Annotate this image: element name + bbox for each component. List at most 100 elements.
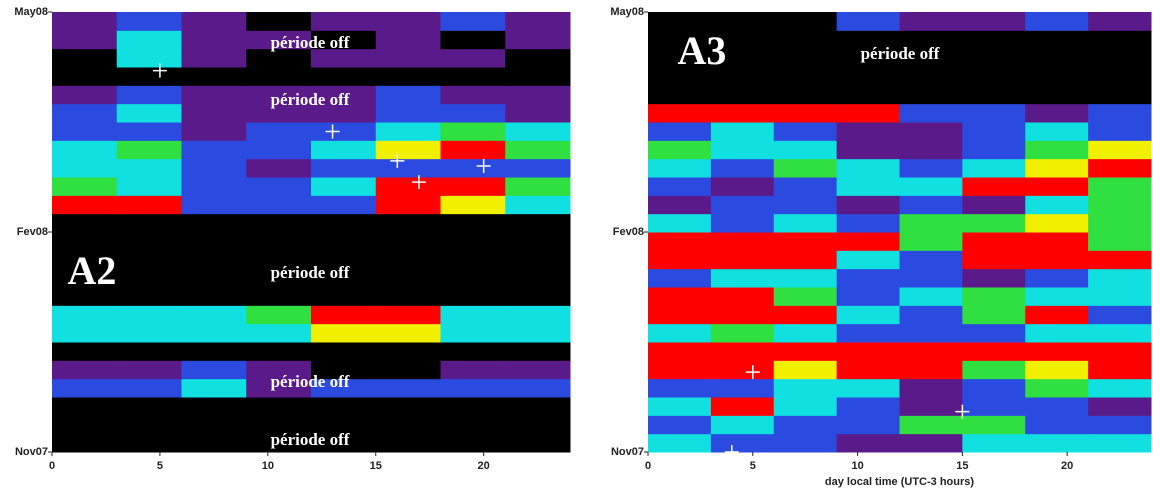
annotation: période off (271, 430, 350, 449)
heatmap-cell (836, 122, 900, 141)
heatmap-cell (116, 250, 182, 270)
heatmap-cell (710, 378, 775, 398)
heatmap-cell (710, 30, 775, 50)
heatmap-cell (52, 378, 118, 398)
heatmap-cell (899, 268, 963, 288)
heatmap-cell (773, 213, 838, 233)
heatmap-cell (1025, 30, 1089, 50)
heatmap-cell (440, 140, 506, 160)
heatmap-cell (773, 232, 838, 251)
heatmap-cell (181, 250, 247, 270)
heatmap-cell (375, 232, 441, 251)
heatmap-cell (375, 378, 441, 398)
x-tick-label: 15 (370, 460, 382, 472)
heatmap-cell (440, 305, 506, 325)
heatmap-cell (246, 48, 312, 68)
heatmap-cell (1025, 122, 1089, 141)
heatmap-cell (1088, 232, 1152, 251)
heatmap-cell (505, 268, 571, 288)
heatmap-cell (773, 122, 838, 141)
heatmap-cell (648, 323, 712, 343)
heatmap-cell (505, 323, 571, 343)
heatmap-cell (505, 305, 571, 325)
heatmap-cell (710, 287, 775, 306)
heatmap-cell (773, 140, 838, 160)
x-tick-label: 5 (157, 460, 163, 472)
heatmap-cell (962, 177, 1026, 196)
heatmap-cell (505, 397, 571, 416)
heatmap-cell (962, 195, 1026, 215)
heatmap-cell (962, 85, 1026, 105)
heatmap-cell (181, 67, 247, 86)
heatmap-cell (773, 177, 838, 196)
heatmap-cell (181, 122, 247, 141)
heatmap-cell (899, 103, 963, 123)
annotation: période off (271, 90, 350, 109)
heatmap-cell (1088, 213, 1152, 233)
cross-marker (390, 153, 405, 168)
heatmap-cell (440, 103, 506, 123)
heatmap-cell (181, 415, 247, 435)
heatmap-cell (52, 177, 118, 196)
heatmap-cell (181, 195, 247, 215)
heatmap-cell (836, 305, 900, 325)
heatmap-cell (52, 103, 118, 123)
heatmap-cell (505, 250, 571, 270)
cross-marker (724, 445, 739, 459)
heatmap-cell (246, 378, 312, 398)
heatmap-cell (1088, 378, 1152, 398)
heatmap-cell (836, 433, 900, 453)
heatmap-cell (836, 287, 900, 306)
heatmap-cell (505, 48, 571, 68)
heatmap-cell (116, 360, 182, 380)
heatmap-cell (116, 213, 182, 233)
heatmap-cell (962, 397, 1026, 416)
heatmap-cell (962, 305, 1026, 325)
heatmap-cell (181, 323, 247, 343)
heatmap-cell (440, 342, 506, 361)
heatmap-cell (1088, 287, 1152, 306)
heatmap-cell (52, 360, 118, 380)
heatmap-cell (962, 287, 1026, 306)
heatmap-cell (836, 103, 900, 123)
heatmap-cell (1025, 12, 1089, 31)
heatmap-cell (440, 158, 506, 178)
heatmap-cell (899, 213, 963, 233)
heatmap-cell (962, 323, 1026, 343)
heatmap-cell (773, 433, 838, 453)
heatmap-cell (899, 250, 963, 270)
heatmap-cell (648, 213, 712, 233)
heatmap-cell (246, 232, 312, 251)
heatmap-cell (773, 323, 838, 343)
heatmap-cell (1025, 48, 1089, 68)
heatmap-cell (962, 12, 1026, 31)
heatmap-cell (116, 232, 182, 251)
heatmap-cell (116, 122, 182, 141)
heatmap-cell (1088, 323, 1152, 343)
heatmap-cell (710, 268, 775, 288)
heatmap-cell (52, 287, 118, 306)
y-tick-label: May08 (610, 6, 644, 18)
heatmap-cell (311, 360, 377, 380)
heatmap-cell (710, 12, 775, 31)
heatmap-cell (440, 177, 506, 196)
heatmap-cell (710, 342, 775, 361)
heatmap-cell (375, 397, 441, 416)
heatmap-cell (181, 342, 247, 361)
heatmap-cell (440, 48, 506, 68)
heatmap-cell (899, 232, 963, 251)
heatmap-cell (1088, 85, 1152, 105)
heatmap-cell (899, 12, 963, 31)
heatmap-cell (836, 268, 900, 288)
heatmap-cell (899, 305, 963, 325)
heatmap-cell (375, 250, 441, 270)
heatmap-cell (648, 122, 712, 141)
heatmap-cell (899, 287, 963, 306)
heatmap-cell (648, 103, 712, 123)
x-tick-label: 5 (750, 460, 756, 472)
heatmap-cell (246, 433, 312, 453)
heatmap-cell (1025, 378, 1089, 398)
heatmap-cell (246, 305, 312, 325)
heatmap-cell (116, 67, 182, 86)
heatmap-cell (505, 232, 571, 251)
